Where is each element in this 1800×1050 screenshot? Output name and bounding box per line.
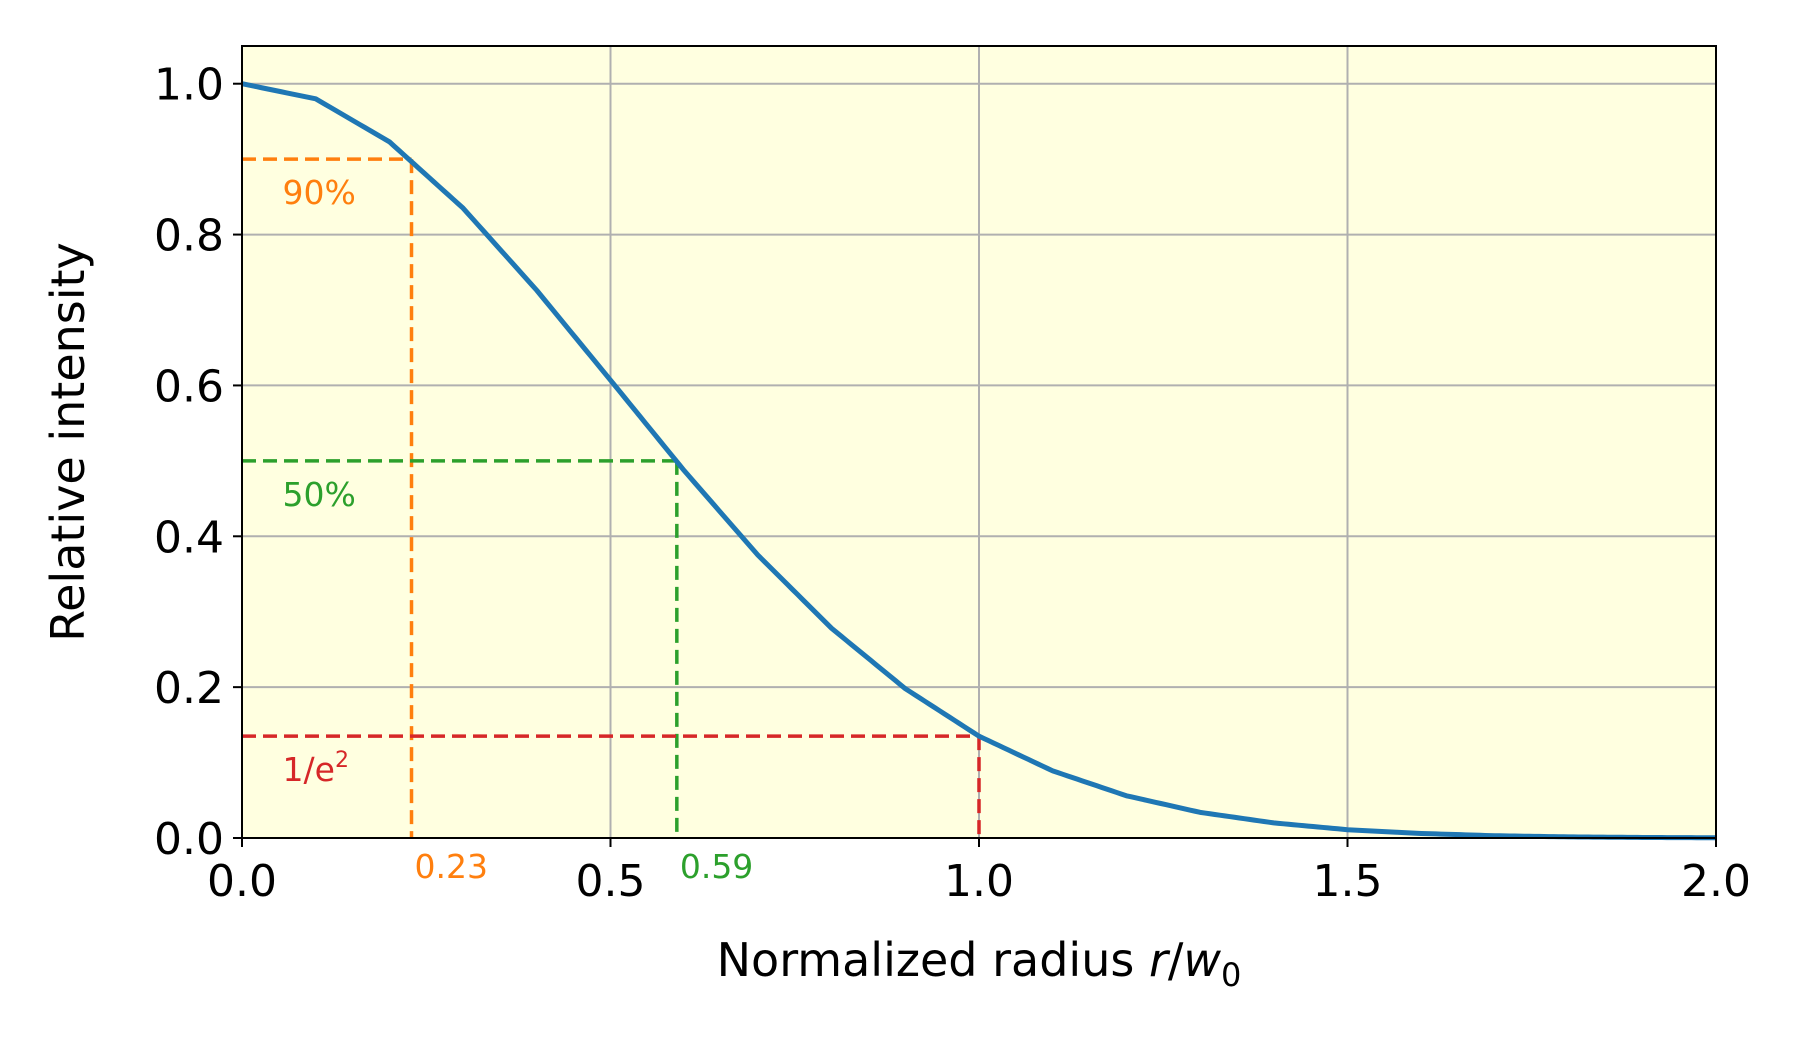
x-axis-title-var-r: r [1149, 933, 1171, 987]
reference-lines [242, 157, 981, 838]
y-axis-title: Relative intensity [41, 242, 95, 642]
x-axis-title: Normalized radius r/w0 [717, 933, 1242, 994]
y-tick-label: 1.0 [154, 60, 224, 111]
y-tick-label: 0.6 [154, 361, 224, 412]
x-axis-title-main: Normalized radius [717, 933, 1149, 987]
y-tick-label: 0.0 [154, 814, 224, 865]
x-axis-title-var-w: w [1183, 933, 1221, 987]
level-label-fifty: 50% [283, 475, 356, 514]
x-axis-title-sub: 0 [1221, 956, 1241, 994]
y-tick-label: 0.2 [154, 663, 224, 714]
x-tick-label: 0.0 [207, 856, 277, 907]
x-tick-label: 2.0 [1681, 856, 1751, 907]
series-line-0 [241, 81, 1717, 841]
y-tick-label: 0.4 [154, 512, 224, 563]
ticks: 0.0 0.5 1.0 1.5 2.0 0.0 0.2 0.4 0.6 0.8 1.0 [154, 60, 1751, 907]
radius-label-fifty: 0.59 [680, 847, 753, 886]
x-tick-label: 1.5 [1313, 856, 1383, 907]
annotation-labels: 90% 0.23 50% 0.59 1/e2 [283, 173, 754, 886]
y-tick-label: 0.8 [154, 211, 224, 262]
x-tick-label: 1.0 [944, 856, 1014, 907]
x-axis-title-slash: / [1168, 933, 1184, 987]
level-label-base: 1/e [283, 750, 335, 789]
radius-label-ninety: 0.23 [415, 847, 488, 886]
level-label-ninety: 90% [283, 173, 356, 212]
grid [241, 46, 1717, 839]
level-label-inv-e2: 1/e2 [283, 748, 349, 789]
x-tick-label: 0.5 [576, 856, 646, 907]
series-layer [241, 81, 1717, 841]
level-label-sup: 2 [335, 748, 349, 773]
